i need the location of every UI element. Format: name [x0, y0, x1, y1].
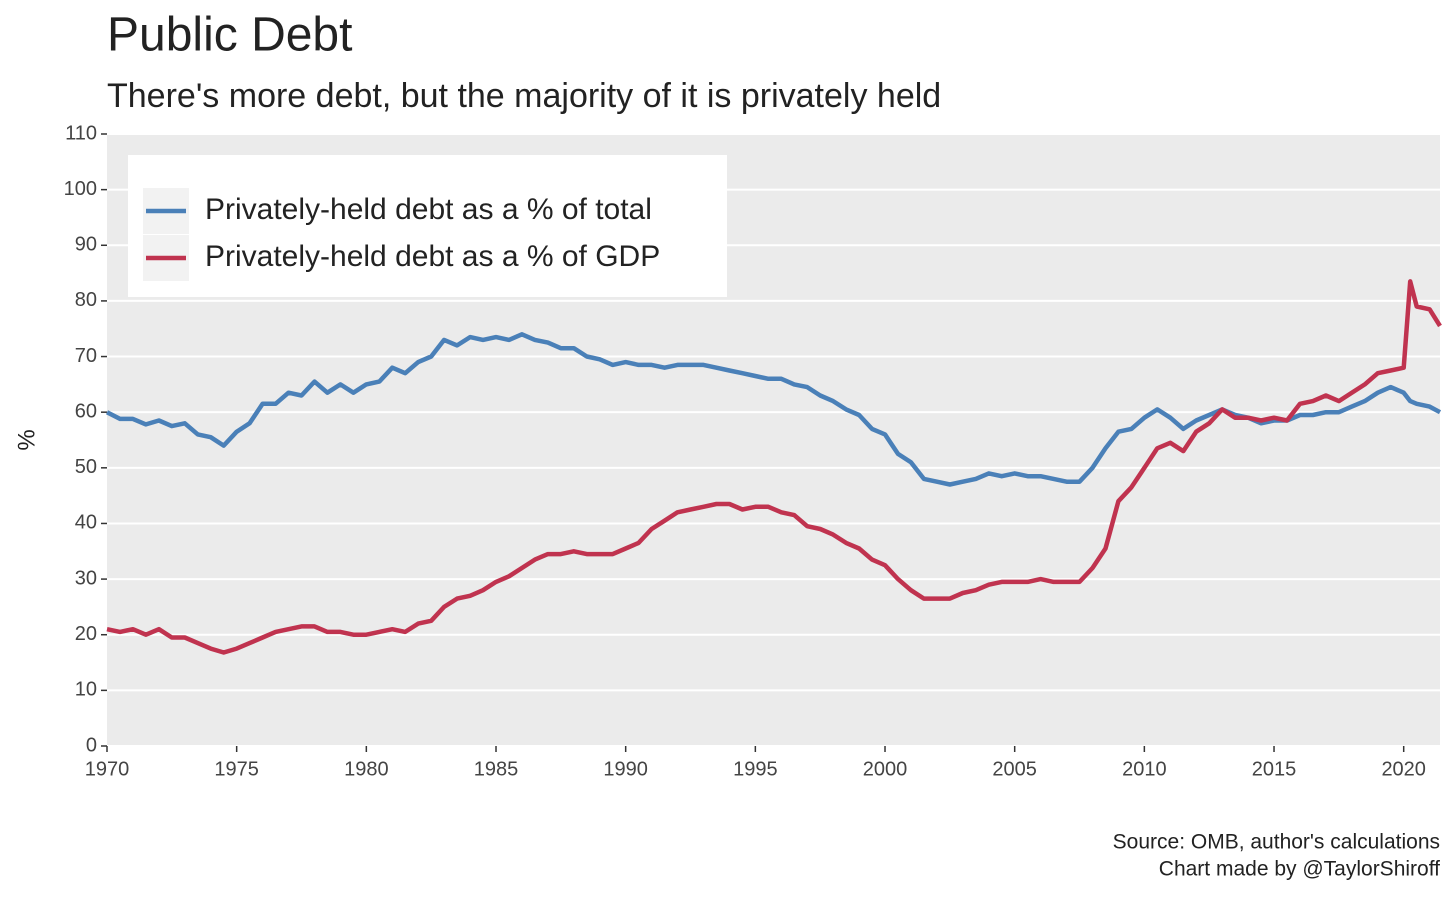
y-tick-label: 60 [75, 400, 97, 422]
y-tick-label: 110 [65, 122, 97, 144]
chart-subtitle: There's more debt, but the majority of i… [107, 77, 941, 115]
y-tick-label: 20 [75, 623, 97, 645]
caption: Chart made by @TaylorShiroff [1159, 858, 1440, 881]
y-tick-label: 100 [64, 178, 97, 200]
x-tick-label: 1975 [214, 758, 259, 780]
x-tick-label: 1995 [733, 758, 778, 780]
y-tick-label: 30 [75, 567, 97, 589]
x-tick-label: 1980 [344, 758, 389, 780]
series-line [106, 279, 1442, 655]
y-axis-label: % [13, 429, 40, 450]
x-tick-label: 2010 [1122, 758, 1167, 780]
y-tick-label: 90 [75, 234, 97, 256]
x-tick-label: 1985 [474, 758, 519, 780]
legend-label: Privately-held debt as a % of total [205, 193, 652, 226]
y-tick-label: 80 [75, 289, 97, 311]
chart-title: Public Debt [107, 9, 352, 62]
y-tick-label: 70 [75, 345, 97, 367]
x-tick-label: 1970 [85, 758, 130, 780]
x-tick-label: 2015 [1252, 758, 1297, 780]
x-tick-label: 1990 [603, 758, 648, 780]
y-tick-label: 0 [86, 734, 97, 756]
x-tick-label: 2020 [1381, 758, 1426, 780]
y-tick-label: 40 [75, 512, 97, 534]
caption: Source: OMB, author's calculations [1113, 831, 1440, 854]
y-tick-label: 50 [75, 456, 97, 478]
legend-box [128, 155, 727, 297]
y-tick-label: 10 [75, 679, 97, 701]
x-tick-label: 2000 [863, 758, 908, 780]
legend-label: Privately-held debt as a % of GDP [205, 240, 660, 273]
x-tick-label: 2005 [992, 758, 1037, 780]
